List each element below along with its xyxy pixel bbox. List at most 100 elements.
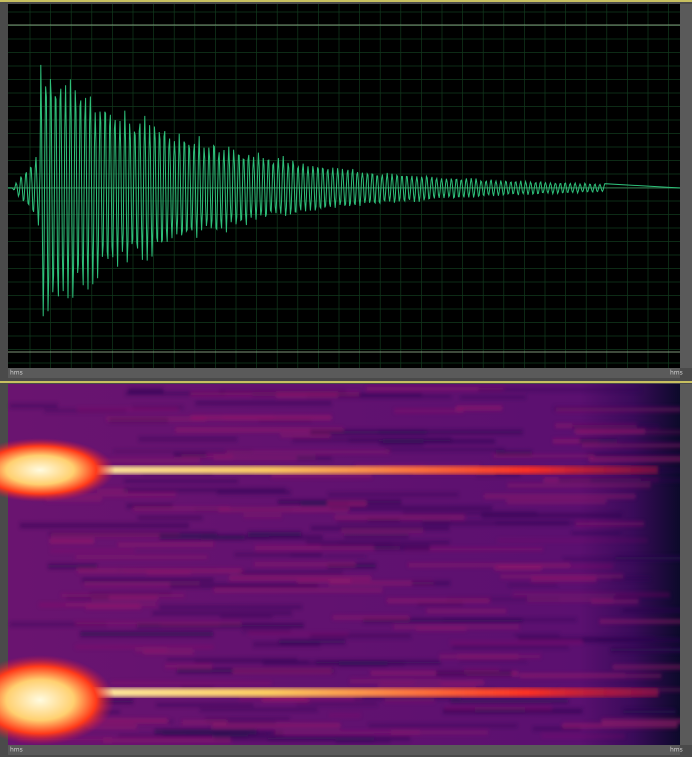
noise-streak bbox=[291, 554, 322, 556]
time-unit: hms bbox=[670, 747, 683, 754]
noise-streak bbox=[244, 514, 282, 518]
noise-streak bbox=[111, 682, 272, 685]
noise-streak bbox=[214, 589, 383, 592]
noise-streak bbox=[127, 504, 173, 507]
noise-streak bbox=[457, 655, 541, 657]
noise-streak bbox=[165, 665, 212, 668]
noise-streak bbox=[374, 546, 430, 550]
noise-streak bbox=[582, 444, 692, 448]
noise-streak bbox=[78, 408, 179, 410]
noise-streak bbox=[408, 564, 571, 566]
noise-streak bbox=[601, 719, 692, 723]
noise-streak bbox=[579, 439, 617, 443]
noise-streak bbox=[133, 507, 230, 510]
noise-streak bbox=[562, 724, 677, 728]
noise-streak bbox=[459, 660, 527, 662]
time-unit: hms bbox=[10, 747, 23, 754]
noise-streak bbox=[248, 633, 348, 635]
noise-streak bbox=[205, 718, 290, 720]
noise-streak bbox=[441, 681, 484, 685]
noise-streak bbox=[417, 602, 463, 606]
noise-streak bbox=[106, 417, 206, 420]
noise-streak bbox=[334, 516, 464, 519]
noise-streak bbox=[329, 714, 361, 716]
noise-streak bbox=[280, 434, 330, 436]
noise-streak bbox=[369, 725, 518, 727]
time-ruler bbox=[8, 745, 680, 755]
noise-streak bbox=[128, 389, 163, 393]
noise-streak bbox=[156, 704, 254, 706]
noise-streak bbox=[325, 555, 366, 557]
noise-streak bbox=[330, 506, 493, 509]
noise-streak bbox=[229, 576, 371, 580]
noise-streak bbox=[456, 406, 503, 409]
noise-streak bbox=[506, 500, 606, 503]
noise-streak bbox=[508, 584, 558, 586]
noise-streak bbox=[484, 494, 636, 498]
panel-border bbox=[0, 0, 692, 2]
noise-streak bbox=[154, 729, 256, 733]
noise-streak bbox=[77, 569, 241, 572]
noise-streak bbox=[118, 543, 215, 545]
noise-streak bbox=[496, 451, 533, 455]
time-unit: hms bbox=[10, 370, 23, 377]
noise-streak bbox=[514, 634, 560, 636]
noise-streak bbox=[378, 686, 476, 689]
noise-streak bbox=[233, 669, 332, 673]
editor: hms hms hms hms bbox=[0, 0, 692, 757]
noise-streak bbox=[616, 595, 671, 599]
noise-streak bbox=[132, 406, 183, 408]
noise-streak bbox=[623, 710, 675, 714]
noise-streak bbox=[393, 626, 519, 629]
noise-streak bbox=[328, 493, 459, 496]
noise-streak bbox=[20, 524, 189, 528]
noise-streak bbox=[493, 455, 594, 457]
noise-streak bbox=[296, 703, 377, 706]
noise-streak bbox=[571, 532, 620, 534]
noise-streak bbox=[344, 534, 409, 537]
noise-streak bbox=[527, 598, 613, 602]
noise-streak bbox=[271, 474, 371, 478]
noise-streak bbox=[597, 639, 692, 642]
noise-streak bbox=[242, 630, 291, 633]
noise-streak bbox=[254, 563, 355, 565]
noise-streak bbox=[268, 737, 411, 740]
noise-streak bbox=[182, 721, 227, 724]
noise-streak bbox=[159, 606, 302, 609]
noise-streak bbox=[196, 401, 332, 404]
right-ruler bbox=[680, 384, 692, 745]
noise-streak bbox=[167, 658, 298, 660]
noise-streak bbox=[195, 661, 309, 663]
noise-streak bbox=[174, 454, 207, 457]
noise-streak bbox=[368, 519, 400, 521]
noise-streak bbox=[219, 508, 349, 511]
noise-streak bbox=[385, 449, 505, 451]
noise-streak bbox=[611, 577, 650, 580]
noise-streak bbox=[220, 616, 272, 618]
noise-streak bbox=[354, 697, 461, 699]
noise-streak bbox=[139, 437, 238, 440]
noise-streak bbox=[576, 522, 644, 526]
noise-streak bbox=[553, 407, 692, 410]
noise-streak bbox=[10, 404, 58, 408]
noise-streak bbox=[152, 611, 292, 615]
noise-streak bbox=[311, 527, 450, 529]
noise-streak bbox=[61, 594, 185, 596]
noise-streak bbox=[80, 632, 213, 636]
noise-streak bbox=[86, 605, 142, 609]
noise-streak bbox=[75, 556, 207, 558]
noise-streak bbox=[587, 453, 692, 457]
noise-streak bbox=[97, 489, 128, 492]
noise-streak bbox=[316, 661, 441, 664]
noise-streak bbox=[118, 734, 267, 737]
noise-streak bbox=[350, 679, 441, 683]
noise-streak bbox=[444, 707, 551, 710]
noise-streak bbox=[50, 550, 134, 552]
noise-streak bbox=[507, 483, 650, 487]
noise-streak bbox=[275, 731, 420, 733]
noise-streak bbox=[191, 416, 332, 420]
noise-streak bbox=[572, 425, 659, 429]
noise-streak bbox=[558, 478, 692, 481]
noise-streak bbox=[611, 648, 692, 652]
noise-streak bbox=[310, 430, 427, 434]
